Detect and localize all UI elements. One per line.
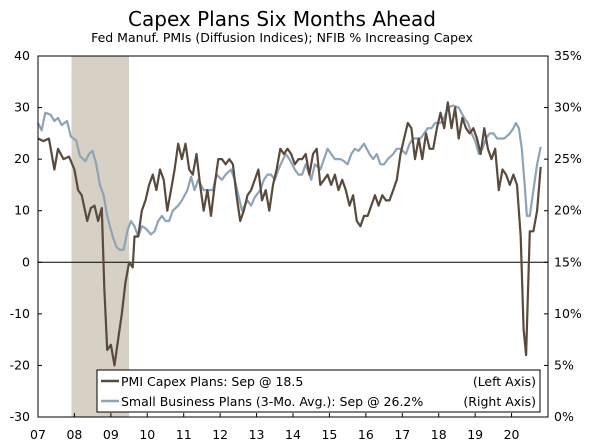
chart-subtitle: Fed Manuf. PMIs (Diffusion Indices); NFI… [91,30,473,45]
right-tick-label: 10% [554,306,582,321]
x-tick-label: 16 [358,427,374,442]
x-tick-label: 09 [103,427,119,442]
legend-series-name: Small Business Plans (3-Mo. Avg.): Sep @… [121,394,423,409]
legend-axis-note: (Left Axis) [473,374,536,389]
legend-box [96,369,541,413]
right-tick-label: 5% [554,357,574,372]
right-tick-label: 15% [554,254,582,269]
x-tick-label: 18 [431,427,447,442]
x-tick-label: 08 [66,427,82,442]
right-tick-label: 25% [554,151,582,166]
right-tick-label: 20% [554,203,582,218]
x-tick-label: 17 [394,427,410,442]
left-tick-label: 10 [14,203,30,218]
right-tick-label: 30% [554,100,582,115]
legend-series-name: PMI Capex Plans: Sep @ 18.5 [121,374,303,389]
left-tick-label: 20 [14,151,30,166]
series-line-small-business [37,104,542,251]
x-tick-label: 19 [467,427,483,442]
legend-axis-note: (Right Axis) [463,394,536,409]
x-tick-label: 12 [212,427,228,442]
x-tick-label: 07 [30,427,46,442]
left-tick-label: 40 [14,48,30,63]
series-line-pmi-capex [37,101,542,367]
left-tick-label: -30 [10,409,30,424]
chart-title: Capex Plans Six Months Ahead [128,7,436,31]
x-tick-label: 14 [285,427,301,442]
x-tick-label: 20 [504,427,520,442]
recession-shading [71,56,130,417]
x-tick-label: 13 [249,427,265,442]
left-tick-label: -20 [10,357,30,372]
x-tick-label: 11 [176,427,192,442]
right-tick-label: 35% [554,48,582,63]
x-tick-label: 10 [139,427,155,442]
left-tick-label: -10 [10,306,30,321]
left-tick-label: 0 [22,254,30,269]
left-tick-label: 30 [14,100,30,115]
right-tick-label: 0% [554,409,574,424]
x-tick-label: 15 [321,427,337,442]
